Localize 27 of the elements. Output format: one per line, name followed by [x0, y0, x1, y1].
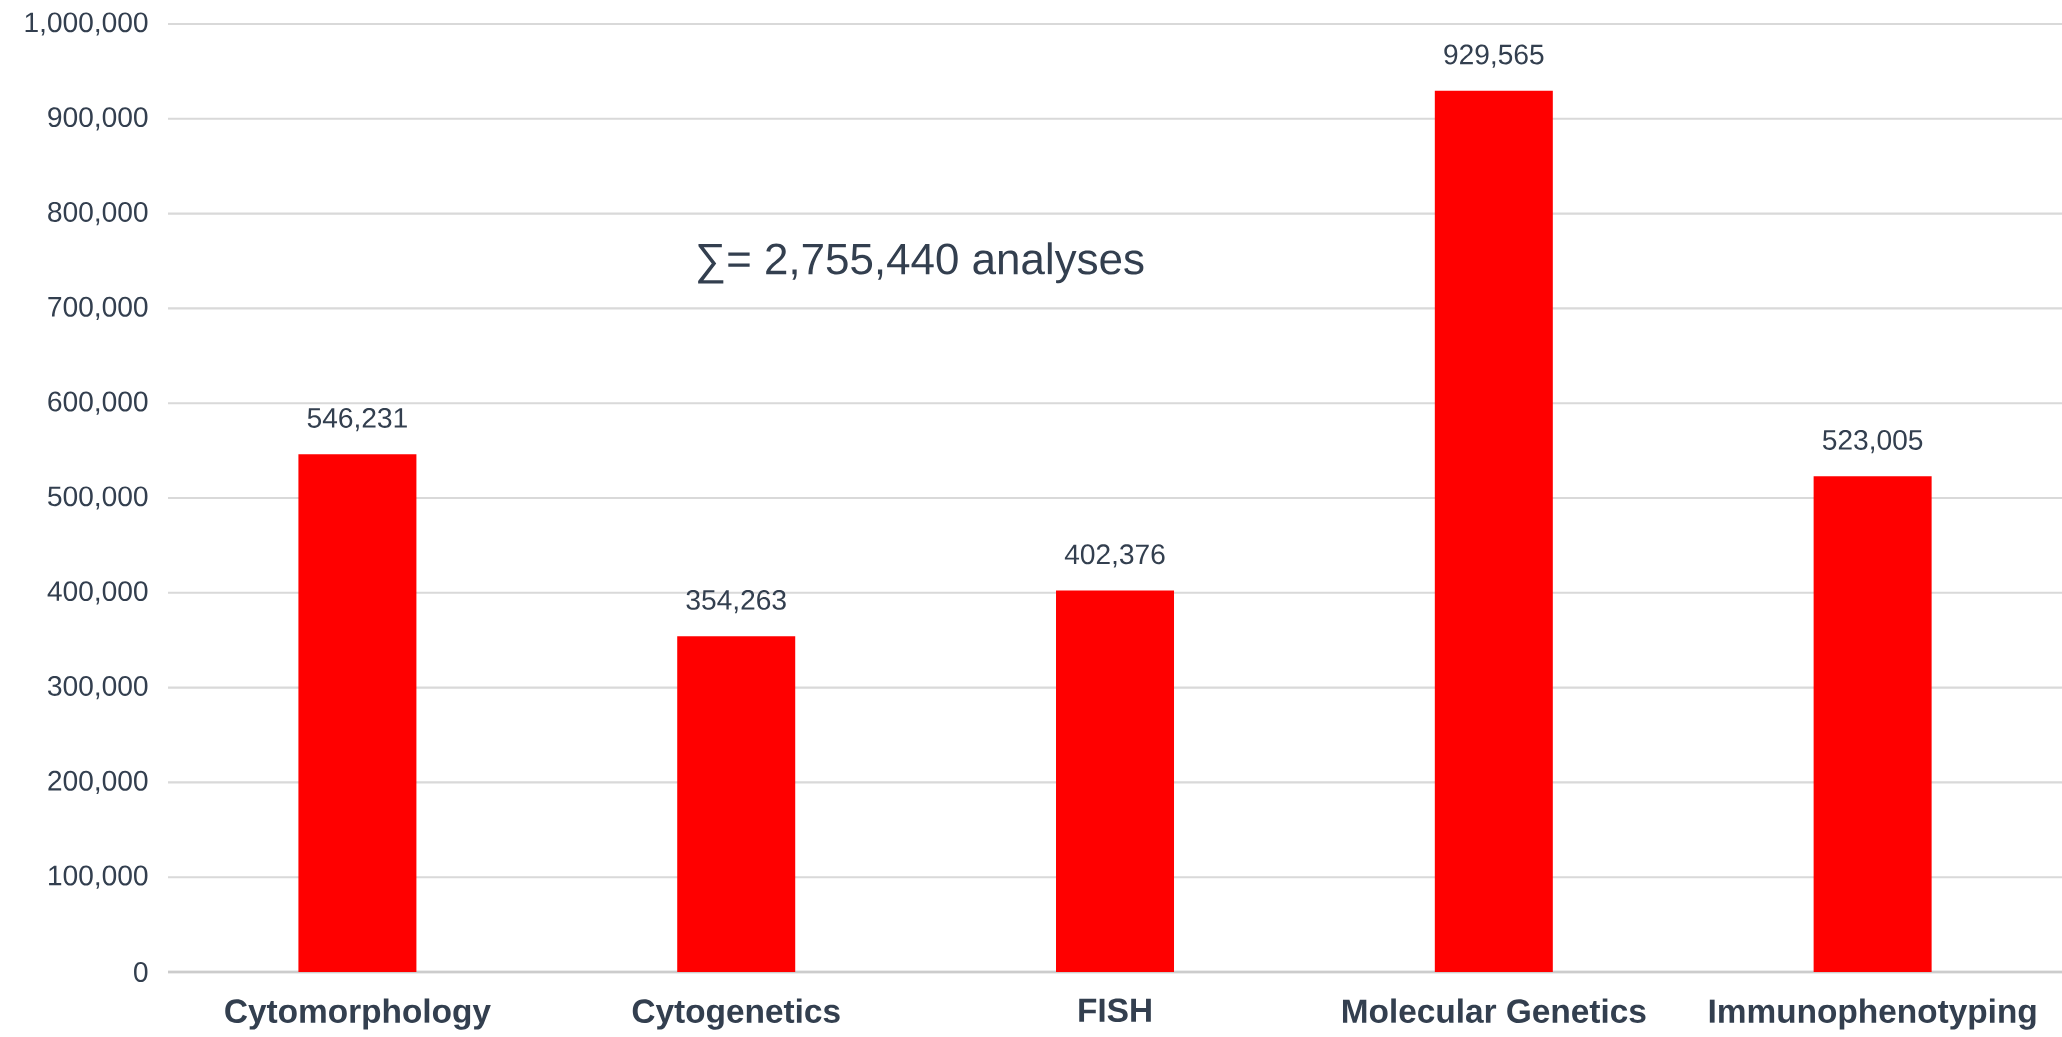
data-label: 523,005	[1822, 429, 1923, 454]
y-tick-label: 200,000	[48, 770, 148, 794]
y-tick-label: 400,000	[47, 581, 148, 605]
y-tick-label: 700,000	[48, 296, 148, 320]
y-tick-label: 900,000	[48, 107, 148, 131]
data-label: 354,263	[686, 589, 786, 614]
x-tick-label: Immunophenotyping	[1709, 998, 2036, 1030]
x-tick-label: FISH	[1079, 998, 1151, 1023]
x-tick-label: Cytomorphology	[225, 998, 491, 1030]
y-tick-label: 100,000	[49, 865, 148, 889]
bar	[1434, 90, 1553, 972]
data-label: 402,376	[1064, 544, 1165, 568]
x-tick-label: Cytogenetics	[632, 998, 840, 1030]
y-tick-label: 1,000,000	[25, 12, 148, 36]
y-tick-label: 500,000	[48, 486, 148, 510]
bar	[1813, 476, 1932, 972]
y-tick-label: 0	[134, 962, 148, 982]
data-label: 546,231	[307, 407, 407, 432]
y-tick-label: 300,000	[47, 675, 148, 700]
data-label: 929,565	[1444, 44, 1544, 68]
bar	[1056, 590, 1175, 972]
y-tick-label: 600,000	[48, 391, 148, 415]
bar	[298, 454, 417, 972]
y-tick-label: 800,000	[48, 201, 148, 226]
x-tick-label: Molecular Genetics	[1342, 998, 1646, 1023]
bar	[677, 636, 796, 972]
annotation: ∑= 2,755,440 analyses	[698, 242, 1144, 284]
